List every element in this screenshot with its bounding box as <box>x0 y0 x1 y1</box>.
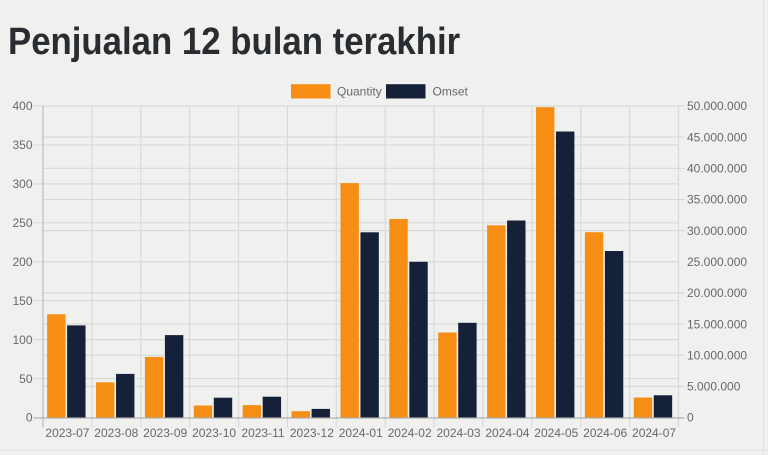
svg-text:15.000.000: 15.000.000 <box>687 317 747 331</box>
svg-text:2024-03: 2024-03 <box>436 426 480 440</box>
svg-text:50: 50 <box>19 372 33 386</box>
svg-text:2024-06: 2024-06 <box>583 426 627 440</box>
svg-text:45.000.000: 45.000.000 <box>687 130 747 144</box>
svg-text:300: 300 <box>12 177 32 191</box>
svg-text:2024-04: 2024-04 <box>485 426 529 440</box>
svg-text:2024-05: 2024-05 <box>534 426 578 440</box>
svg-text:0: 0 <box>687 411 694 425</box>
svg-text:30.000.000: 30.000.000 <box>687 224 747 238</box>
svg-text:2023-12: 2023-12 <box>290 426 334 440</box>
svg-text:40.000.000: 40.000.000 <box>687 162 747 176</box>
svg-text:200: 200 <box>12 255 32 269</box>
svg-text:20.000.000: 20.000.000 <box>687 286 747 300</box>
svg-text:25.000.000: 25.000.000 <box>687 255 747 269</box>
svg-text:50.000.000: 50.000.000 <box>687 99 747 113</box>
svg-text:2024-01: 2024-01 <box>339 426 383 440</box>
svg-text:100: 100 <box>12 333 32 347</box>
svg-text:Omset: Omset <box>433 85 469 99</box>
svg-text:250: 250 <box>12 216 32 230</box>
svg-text:400: 400 <box>12 99 32 113</box>
svg-text:2024-02: 2024-02 <box>388 426 432 440</box>
svg-text:150: 150 <box>12 294 32 308</box>
svg-text:10.000.000: 10.000.000 <box>687 348 747 362</box>
svg-text:35.000.000: 35.000.000 <box>687 193 747 207</box>
svg-text:2023-10: 2023-10 <box>192 426 236 440</box>
svg-text:2024-07: 2024-07 <box>632 426 676 440</box>
svg-text:2023-08: 2023-08 <box>94 426 138 440</box>
svg-text:2023-07: 2023-07 <box>45 426 89 440</box>
svg-text:2023-11: 2023-11 <box>241 426 284 440</box>
svg-text:Quantity: Quantity <box>337 85 382 99</box>
svg-text:2023-09: 2023-09 <box>143 426 187 440</box>
svg-text:350: 350 <box>12 138 32 152</box>
svg-text:0: 0 <box>26 411 33 425</box>
svg-text:5.000.000: 5.000.000 <box>687 380 741 394</box>
